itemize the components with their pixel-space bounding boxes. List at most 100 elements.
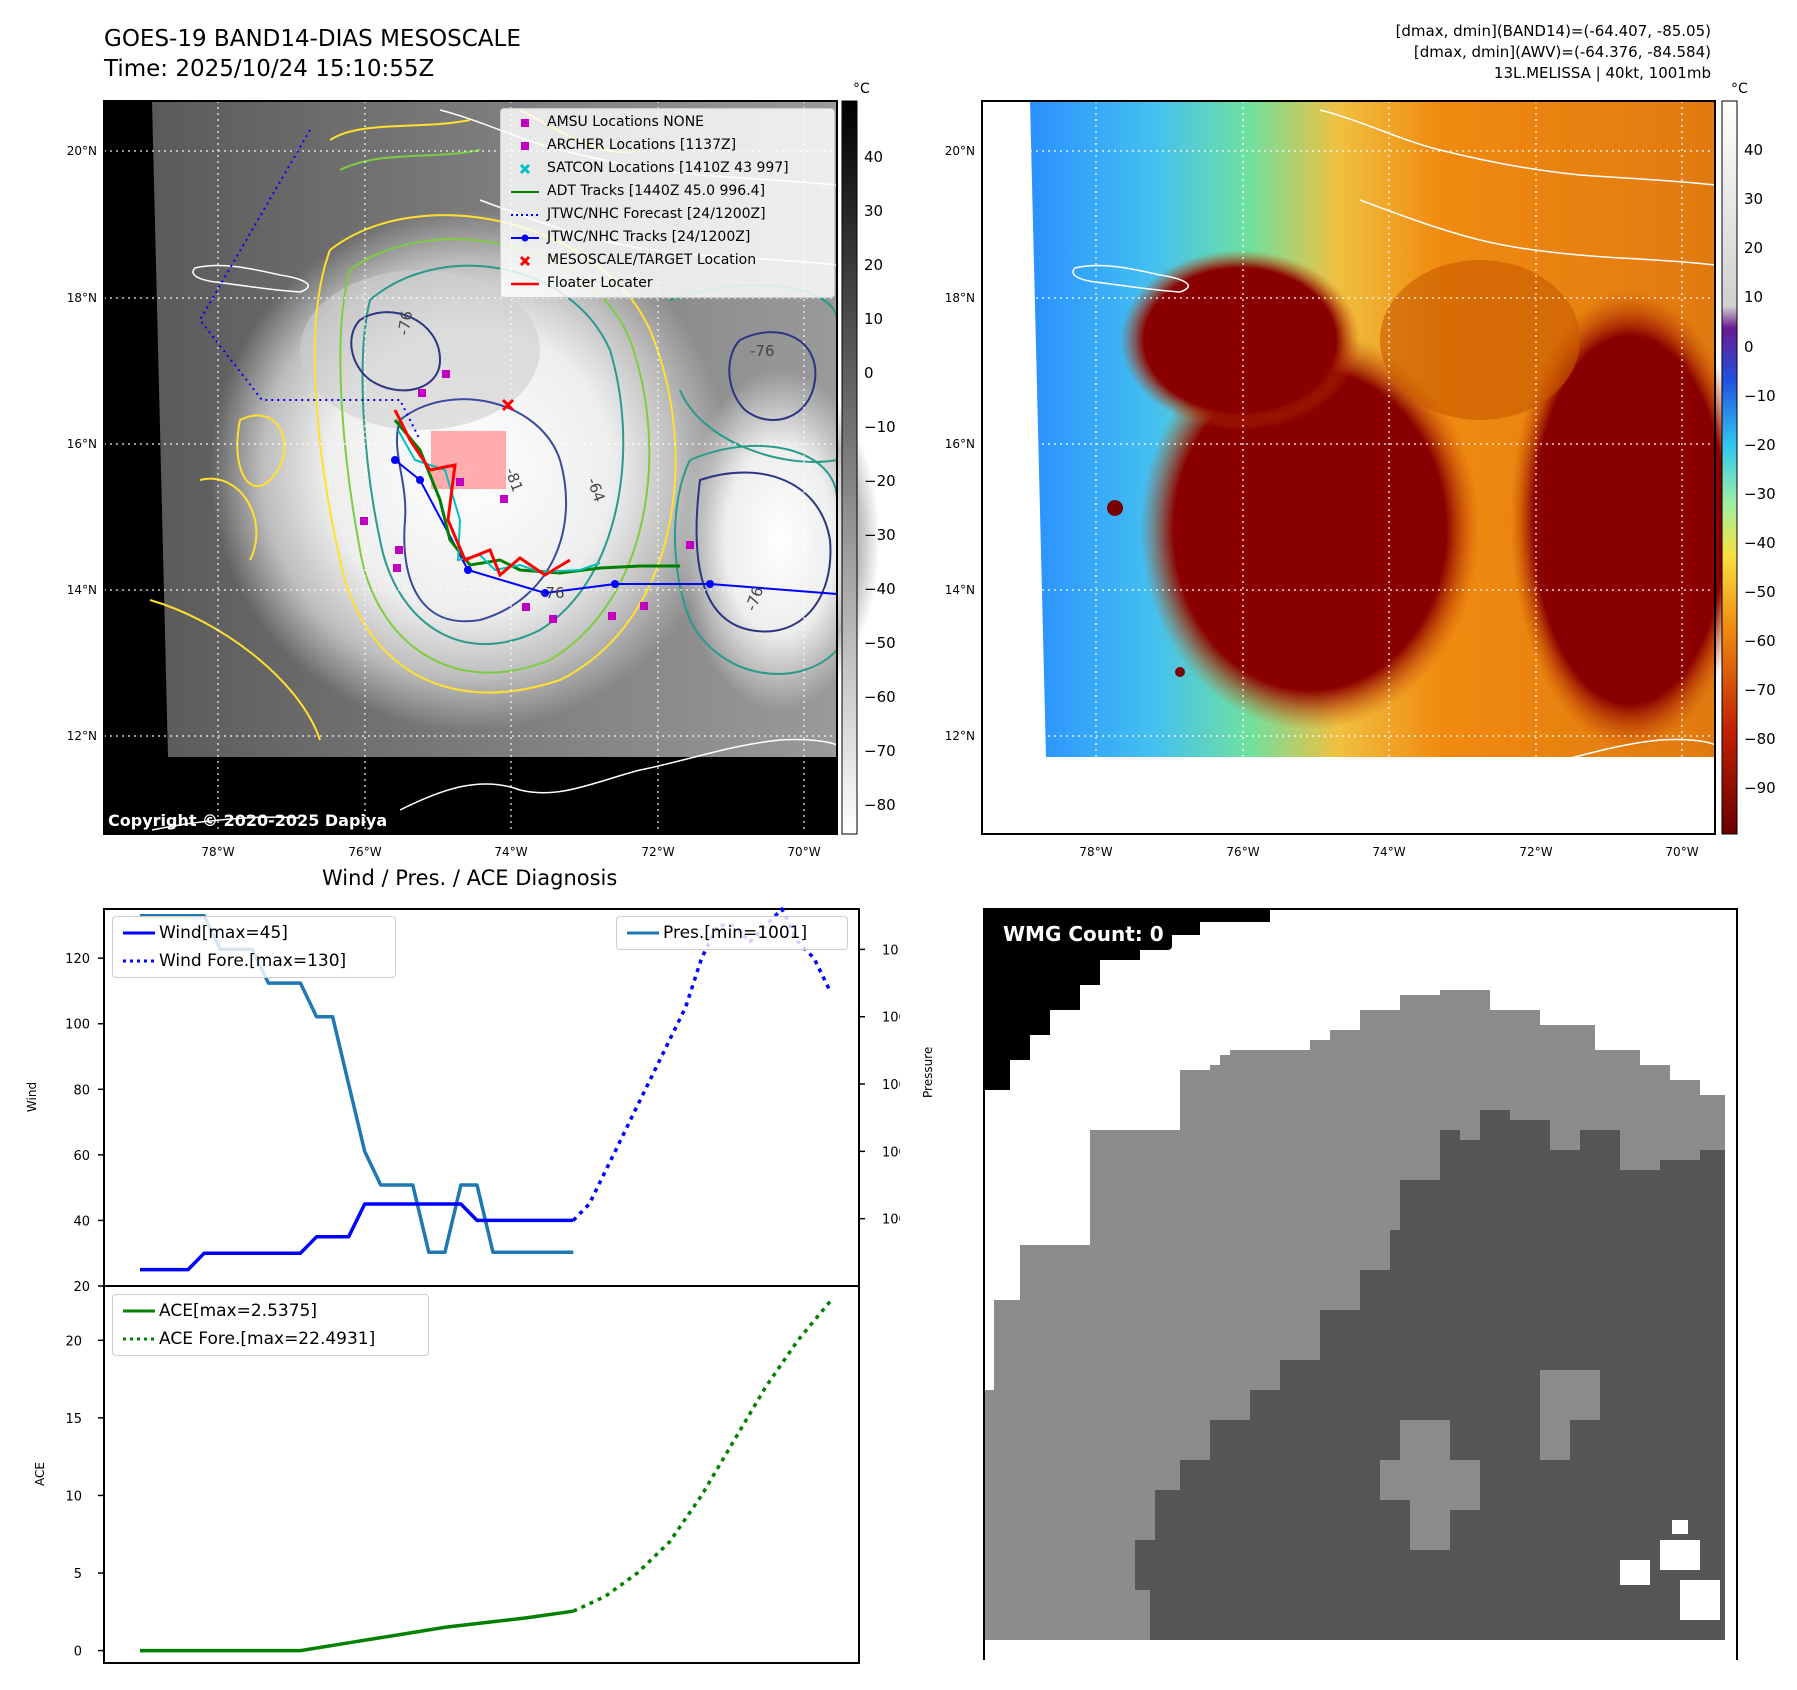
range-info-awv: [dmax, dmin](AWV)=(-64.376, -84.584) xyxy=(1413,43,1711,61)
line-dot-icon xyxy=(509,226,541,249)
colorbar-tick: −90 xyxy=(1744,779,1776,797)
colorbar-tick: −60 xyxy=(864,688,896,706)
colorbar-tick: 0 xyxy=(1744,338,1754,356)
lat-label: 16°N xyxy=(945,437,975,451)
pressure-legend: Pres.[min=1001] xyxy=(616,916,848,950)
colorbar-tick: −50 xyxy=(1744,583,1776,601)
legend-item: Wind Fore.[max=130] xyxy=(113,947,395,975)
lat-label: 14°N xyxy=(67,583,97,597)
colorbar-tick: 20 xyxy=(1744,239,1763,257)
lon-label: 74°W xyxy=(1372,845,1405,859)
wind-forecast-line xyxy=(572,907,832,1222)
lon-label: 72°W xyxy=(641,845,674,859)
wind-axis-label: Wind xyxy=(25,1082,39,1112)
colorbar-tick: −20 xyxy=(864,472,896,490)
wind-tick-label: 20 xyxy=(73,1280,90,1295)
lat-label: 20°N xyxy=(67,144,97,158)
colorbar-tick: −10 xyxy=(864,418,896,436)
line-marker-icon xyxy=(121,919,155,947)
colorbar-tick: −80 xyxy=(1744,730,1776,748)
colorbar-tick: −30 xyxy=(1744,485,1776,503)
square-marker-icon xyxy=(509,111,541,134)
ace-axis-label: ACE xyxy=(33,1462,47,1486)
lat-label: 18°N xyxy=(945,291,975,305)
wind-tick-label: 100 xyxy=(65,1018,90,1033)
legend-item: ADT Tracks [1440Z 45.0 996.4] xyxy=(501,180,834,203)
line-marker-icon xyxy=(121,1297,155,1325)
lat-label: 14°N xyxy=(945,583,975,597)
wmg-grid-panel xyxy=(983,908,1738,1660)
pressure-tick-label: 1004 xyxy=(882,1145,900,1160)
lat-label: 12°N xyxy=(67,729,97,743)
wv-colorbar: °C 40 30 20 10 0 −10 −20 −30 −40 −50 −60… xyxy=(1721,81,1776,835)
diagnosis-title: Wind / Pres. / ACE Diagnosis xyxy=(322,866,618,890)
ace-tick-label: 5 xyxy=(74,1567,82,1582)
colorbar-tick: −70 xyxy=(1744,681,1776,699)
dotted-line-icon xyxy=(121,947,155,975)
colorbar-tick: 40 xyxy=(864,148,883,166)
pressure-tick-label: 1008 xyxy=(882,1011,900,1026)
ace-tick-label: 20 xyxy=(65,1334,82,1349)
pressure-axis-label-text: Pressure xyxy=(921,1046,935,1098)
x-marker-icon xyxy=(509,249,541,272)
range-info-band14: [dmax, dmin](BAND14)=(-64.407, -85.05) xyxy=(1395,22,1711,40)
dotted-line-icon xyxy=(121,1325,155,1353)
storm-info: 13L.MELISSA | 40kt, 1001mb xyxy=(1493,64,1711,82)
line-marker-icon xyxy=(625,919,659,947)
wind-tick-label: 120 xyxy=(65,952,90,967)
ace-forecast-line xyxy=(572,1300,832,1613)
line-marker-icon xyxy=(509,272,541,295)
square-marker-icon xyxy=(509,134,541,157)
wind-tick-label: 40 xyxy=(73,1214,90,1229)
legend-item: ARCHER Locations [1137Z] xyxy=(501,134,834,157)
legend-item: JTWC/NHC Tracks [24/1200Z] xyxy=(501,226,834,249)
lat-label: 16°N xyxy=(67,437,97,451)
x-marker-icon xyxy=(509,157,541,180)
ace-tick-label: 0 xyxy=(74,1645,82,1660)
colorbar-tick: −30 xyxy=(864,526,896,544)
legend-item: Pres.[min=1001] xyxy=(617,919,847,947)
legend-item: SATCON Locations [1410Z 43 997] xyxy=(501,157,834,180)
figure-title-line1: GOES-19 BAND14-DIAS MESOSCALE xyxy=(104,26,521,52)
pressure-tick-label: 1002 xyxy=(882,1213,900,1228)
dotted-line-icon xyxy=(509,203,541,226)
legend-item: Floater Locater xyxy=(501,272,834,295)
colorbar-tick: −70 xyxy=(864,742,896,760)
colorbar-tick: −20 xyxy=(1744,436,1776,454)
colorbar-unit: °C xyxy=(1731,81,1748,97)
legend-item: JTWC/NHC Forecast [24/1200Z] xyxy=(501,203,834,226)
colorbar-tick: −10 xyxy=(1744,387,1776,405)
copyright: Copyright © 2020-2025 Dapiya xyxy=(108,811,387,830)
ace-tick-label: 10 xyxy=(65,1489,82,1504)
map-legend: AMSU Locations NONE ARCHER Locations [11… xyxy=(500,108,835,298)
wind-tick-label: 80 xyxy=(73,1083,90,1098)
lon-label: 70°W xyxy=(1665,845,1698,859)
wind-tick-label: 60 xyxy=(73,1149,90,1164)
wv-satellite-map: 20°N 18°N 16°N 14°N 12°N 78°W 76°W 74°W … xyxy=(945,100,1730,859)
lon-label: 72°W xyxy=(1519,845,1552,859)
lon-label: 76°W xyxy=(348,845,381,859)
lon-label: 76°W xyxy=(1226,845,1259,859)
colorbar-tick: −40 xyxy=(1744,534,1776,552)
colorbar-tick: −80 xyxy=(864,796,896,814)
lon-label: 78°W xyxy=(201,845,234,859)
contour-label: -76 xyxy=(540,584,565,602)
colorbar-tick: 30 xyxy=(1744,190,1763,208)
colorbar-tick: 10 xyxy=(864,310,883,328)
lat-label: 18°N xyxy=(67,291,97,305)
contour-label: -76 xyxy=(750,342,775,360)
contour-label: -76 xyxy=(394,309,416,336)
lat-label: 20°N xyxy=(945,144,975,158)
lat-label: 12°N xyxy=(945,729,975,743)
colorbar-tick: −60 xyxy=(1744,632,1776,650)
wind-legend: Wind[max=45] Wind Fore.[max=130] xyxy=(112,916,396,978)
colorbar-tick: 40 xyxy=(1744,141,1763,159)
lon-label: 74°W xyxy=(494,845,527,859)
ace-tick-label: 15 xyxy=(65,1412,82,1427)
wind-line xyxy=(140,1202,574,1272)
colorbar-tick: 30 xyxy=(864,202,883,220)
colorbar-tick: 0 xyxy=(864,364,874,382)
figure-title-line2: Time: 2025/10/24 15:10:55Z xyxy=(104,56,435,82)
